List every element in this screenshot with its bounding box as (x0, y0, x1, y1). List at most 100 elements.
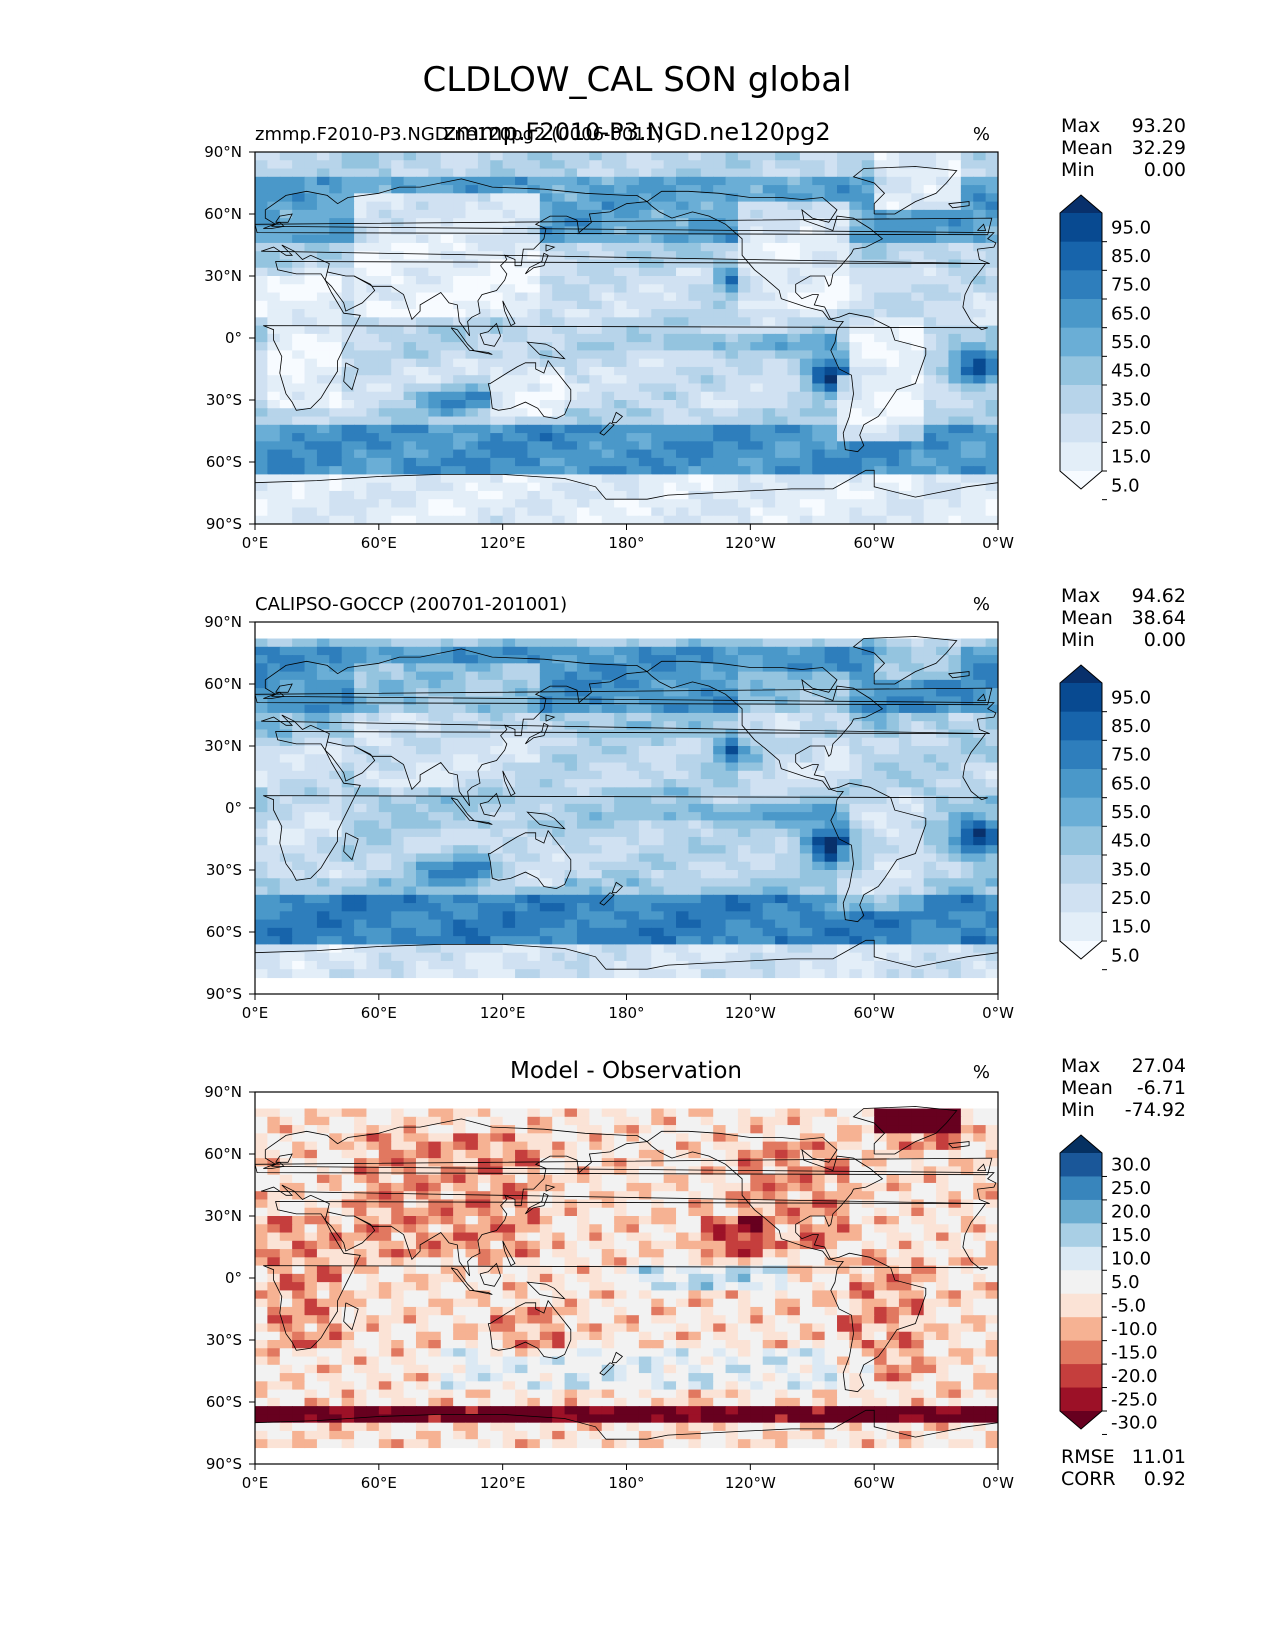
heatmap-cell (874, 333, 888, 343)
heatmap-cell (948, 251, 962, 261)
heatmap-cell (255, 201, 268, 211)
heatmap-cell (985, 762, 998, 772)
heatmap-cell (391, 342, 405, 351)
heatmap-cell (824, 482, 838, 492)
heatmap-cell (750, 911, 764, 921)
heatmap-cell (539, 721, 553, 731)
heatmap-cell (255, 812, 268, 821)
heatmap-cell (304, 936, 318, 945)
heatmap-cell (775, 671, 789, 681)
heatmap-cell (502, 820, 516, 830)
heatmap-cell (713, 185, 727, 194)
heatmap-cell (960, 342, 974, 351)
heatmap-cell (837, 284, 850, 294)
heatmap-cell (898, 828, 912, 838)
heatmap-cell (453, 350, 467, 360)
heatmap-cell (936, 499, 950, 509)
heatmap-cell (527, 276, 541, 285)
heatmap-cell (589, 499, 603, 509)
heatmap-cell (316, 218, 330, 227)
heatmap-cell (688, 234, 702, 244)
heatmap-cell (948, 737, 962, 747)
heatmap-cell (576, 375, 590, 385)
heatmap-cell (799, 317, 813, 327)
heatmap-cell (403, 391, 417, 401)
heatmap-cell (626, 292, 640, 302)
heatmap-cell (366, 845, 380, 855)
heatmap-cell (762, 861, 776, 871)
heatmap-cell (552, 754, 566, 764)
heatmap-cell (601, 176, 615, 186)
heatmap-cell (700, 927, 714, 937)
heatmap-cell (428, 193, 442, 203)
heatmap-cell (267, 828, 281, 838)
heatmap-cell (973, 300, 987, 310)
heatmap-cell (391, 870, 405, 879)
heatmap-cell (279, 152, 293, 161)
heatmap-cell (824, 803, 838, 813)
heatmap-cell (787, 845, 801, 855)
heatmap-cell (292, 507, 306, 517)
heatmap-cell (614, 688, 628, 697)
heatmap-cell (911, 886, 925, 896)
heatmap-cell (279, 391, 293, 401)
heatmap-cell (329, 507, 343, 517)
heatmap-cell (490, 919, 504, 929)
heatmap-cell (824, 655, 838, 664)
heatmap-cell (415, 836, 429, 846)
heatmap-cell (787, 441, 801, 451)
heatmap-cell (923, 853, 937, 863)
heatmap-cell (638, 655, 652, 664)
heatmap-cell (700, 696, 714, 706)
heatmap-cell (490, 646, 504, 656)
heatmap-cell (255, 490, 268, 500)
heatmap-cell (960, 828, 974, 838)
heatmap-cell (638, 292, 652, 302)
heatmap-cell (861, 309, 875, 318)
heatmap-cell (552, 663, 566, 673)
heatmap-cell (737, 193, 751, 203)
heatmap-cell (837, 259, 850, 269)
heatmap-cell (564, 936, 578, 945)
heatmap-cell (700, 638, 714, 648)
heatmap-cell (737, 820, 751, 830)
heatmap-cell (737, 424, 751, 434)
heatmap-cell (725, 870, 739, 879)
heatmap-cell (403, 160, 417, 170)
heatmap-cell (453, 201, 467, 211)
heatmap-cell (576, 400, 590, 409)
heatmap-cell (589, 795, 603, 805)
heatmap-cell (564, 853, 578, 863)
heatmap-cell (762, 400, 776, 409)
heatmap-cell (886, 292, 900, 302)
heatmap-cell (874, 927, 888, 937)
heatmap-cell (279, 499, 293, 509)
heatmap-cell (849, 168, 863, 178)
heatmap-cell (255, 746, 268, 755)
heatmap-cell (960, 655, 974, 664)
heatmap-cell (601, 391, 615, 401)
heatmap-cell (799, 919, 813, 929)
heatmap-cell (292, 317, 306, 327)
heatmap-cell (898, 433, 912, 442)
heatmap-cell (589, 903, 603, 912)
heatmap-cell (354, 209, 368, 219)
heatmap-cell (651, 688, 665, 697)
heatmap-cell (713, 803, 727, 813)
heatmap-cell (527, 284, 541, 294)
heatmap-cell (886, 342, 900, 351)
heatmap-cell (378, 696, 392, 706)
heatmap-cell (824, 679, 838, 689)
heatmap-cell (255, 234, 268, 244)
heatmap-cell (527, 317, 541, 327)
heatmap-cell (601, 638, 615, 648)
heatmap-cell (453, 160, 467, 170)
heatmap-cell (341, 803, 355, 813)
heatmap-cell (948, 878, 962, 888)
heatmap-cell (824, 490, 838, 500)
heatmap-cell (799, 218, 813, 227)
heatmap-cell (688, 309, 702, 318)
heatmap-cell (440, 284, 454, 294)
heatmap-cell (403, 457, 417, 467)
heatmap-cell (564, 226, 578, 236)
